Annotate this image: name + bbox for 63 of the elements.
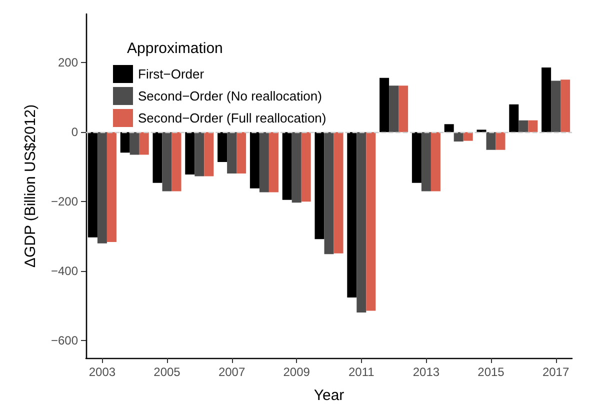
bar — [551, 80, 561, 132]
x-tick-label: 2003 — [88, 365, 116, 379]
bar — [560, 80, 570, 132]
bar — [421, 132, 431, 192]
bar — [528, 120, 538, 132]
bar — [268, 132, 278, 192]
bar — [152, 132, 162, 183]
bar — [334, 132, 344, 254]
x-tick-label: 2007 — [218, 365, 246, 379]
bar — [250, 132, 260, 188]
bar — [227, 132, 237, 174]
bar — [97, 132, 107, 244]
bar — [476, 130, 486, 132]
bar — [509, 104, 519, 132]
bar — [366, 132, 376, 311]
y-tick-label: −400 — [50, 264, 78, 278]
bar — [218, 132, 228, 162]
bar — [185, 132, 195, 175]
x-tick-label: 2009 — [283, 365, 310, 379]
bar — [347, 132, 357, 298]
x-axis-title: Year — [314, 387, 344, 404]
bar — [454, 132, 464, 142]
legend-label: Second−Order (No reallocation) — [138, 88, 322, 104]
y-tick-label: −600 — [50, 334, 78, 348]
y-tick-label: 200 — [58, 56, 78, 70]
bar — [486, 132, 496, 150]
legend-label: First−Order — [138, 66, 205, 82]
x-tick-label: 2005 — [154, 365, 181, 379]
bar — [130, 132, 140, 155]
bar — [412, 132, 422, 183]
bar — [463, 132, 473, 141]
legend-title: Approximation — [127, 40, 223, 57]
bar — [139, 132, 149, 155]
bar — [204, 132, 214, 176]
bar — [356, 132, 366, 312]
legend-label: Second−Order (Full reallocation) — [138, 110, 326, 126]
bar — [380, 78, 390, 132]
bar — [398, 86, 408, 132]
y-tick-label: 0 — [71, 125, 78, 140]
bar — [444, 124, 454, 132]
y-axis-title: ΔGDP (Billion US$2012) — [22, 104, 39, 268]
bar — [172, 132, 182, 192]
x-tick-label: 2011 — [348, 365, 375, 379]
bar — [496, 132, 506, 150]
bar — [259, 132, 269, 192]
x-tick-label: 2013 — [412, 365, 440, 379]
bar — [194, 132, 204, 176]
bar — [430, 132, 440, 192]
bar — [106, 132, 116, 242]
bar — [236, 132, 246, 174]
bar — [292, 132, 302, 203]
bar — [518, 120, 528, 132]
bar — [314, 132, 324, 240]
bar — [162, 132, 172, 192]
y-tick-label: −200 — [50, 194, 78, 209]
bar — [301, 132, 311, 202]
bar — [282, 132, 292, 200]
bar — [120, 132, 130, 153]
bar — [542, 68, 552, 132]
x-tick-label: 2015 — [478, 365, 505, 379]
x-tick-label: 2017 — [542, 365, 570, 379]
bar — [389, 86, 399, 132]
bar — [324, 132, 334, 254]
